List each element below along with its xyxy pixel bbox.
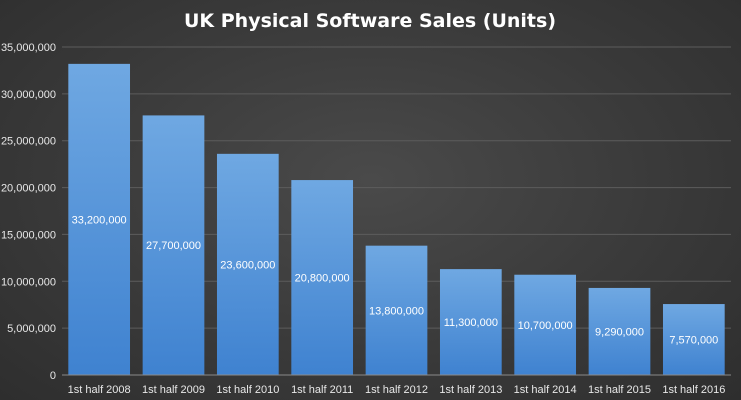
bar [588, 287, 651, 375]
bar [216, 153, 279, 375]
y-tick-label: 15,000,000 [1, 229, 56, 241]
x-tick-label: 1st half 2016 [662, 384, 725, 396]
bar-data-label: 11,300,000 [444, 317, 498, 329]
y-tick-label: 25,000,000 [1, 136, 56, 148]
x-tick-label: 1st half 2012 [365, 384, 428, 396]
x-axis-ticks: 1st half 2008 1st half 2009 1st half 2010 1… [68, 384, 726, 396]
x-tick-label: 1st half 2013 [439, 384, 502, 396]
y-tick-label: 10,000,000 [1, 276, 56, 288]
x-tick-label: 1st half 2009 [142, 384, 205, 396]
y-tick-label: 0 [50, 370, 56, 382]
bar-data-label: 20,800,000 [295, 273, 350, 285]
bar-data-label: 33,200,000 [72, 214, 127, 226]
data-labels: 33,200,000 27,700,000 23,600,000 20,800,000… [72, 214, 719, 346]
bar-data-label: 7,570,000 [669, 335, 718, 347]
x-tick-label: 1st half 2011 [291, 384, 353, 396]
chart-title: UK Physical Software Sales (Units) [184, 10, 556, 32]
bar-data-label: 10,700,000 [518, 320, 573, 332]
bar [365, 245, 428, 375]
x-tick-label: 1st half 2008 [68, 384, 131, 396]
bar-data-label: 13,800,000 [369, 305, 424, 317]
x-tick-label: 1st half 2014 [514, 384, 577, 396]
y-tick-label: 30,000,000 [1, 89, 56, 101]
bar [142, 115, 205, 375]
bar [514, 274, 577, 375]
x-tick-label: 1st half 2015 [588, 384, 651, 396]
y-tick-label: 20,000,000 [1, 183, 56, 195]
y-axis-ticks: 0 5,000,000 10,000,000 15,000,000 20,000,000… [1, 42, 56, 382]
bar-data-label: 27,700,000 [146, 240, 201, 252]
y-tick-label: 35,000,000 [1, 42, 56, 54]
bar-data-label: 9,290,000 [595, 326, 644, 338]
bar-data-label: 23,600,000 [220, 259, 275, 271]
x-tick-label: 1st half 2010 [216, 384, 279, 396]
bar [439, 269, 502, 375]
bar [68, 63, 131, 376]
bar [662, 304, 725, 375]
bars [68, 63, 725, 376]
y-tick-label: 5,000,000 [7, 323, 56, 335]
bar [291, 180, 354, 375]
